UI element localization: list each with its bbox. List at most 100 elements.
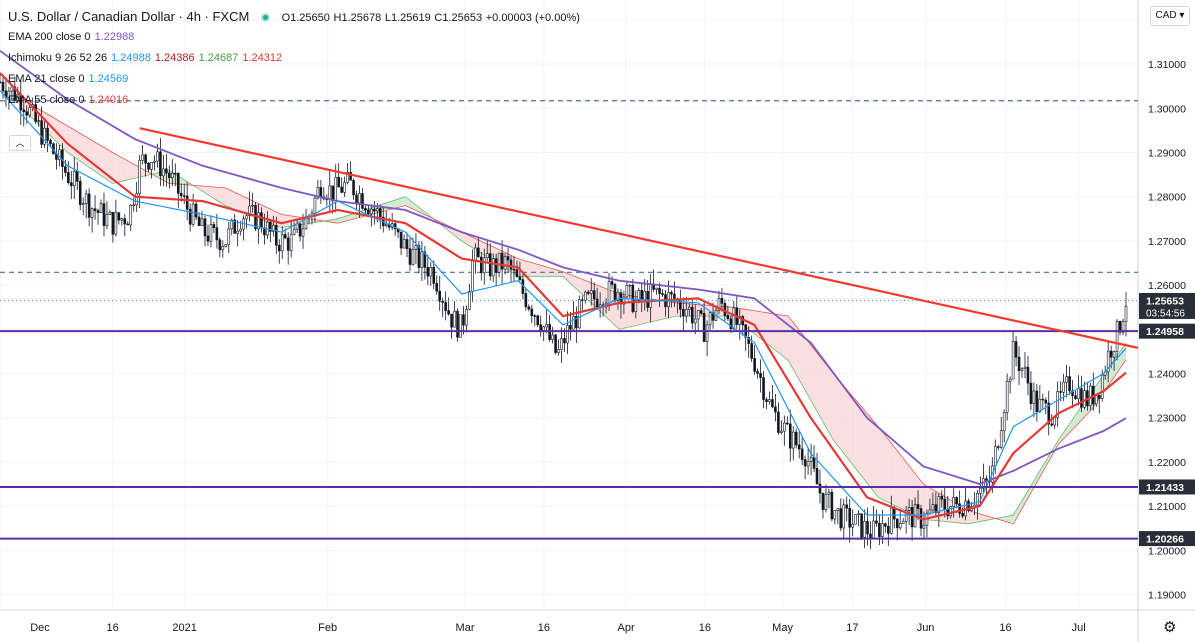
symbol-title[interactable]: U.S. Dollar / Canadian Dollar · 4h · FXC…: [8, 9, 250, 24]
indicator-value: 1.24386: [154, 52, 195, 64]
candle-body: [260, 212, 263, 229]
indicator-legend-row[interactable]: EMA 200 close 0 1.22988: [8, 27, 580, 48]
candle-body: [453, 310, 456, 328]
candle-body: [922, 524, 926, 529]
candle-body: [783, 422, 786, 432]
candle-body: [1047, 402, 1051, 425]
ichimoku-cloud-segment: [392, 199, 398, 209]
candle-body: [800, 448, 804, 460]
currency-dropdown[interactable]: CAD ▾: [1150, 6, 1190, 26]
ichimoku-cloud-segment: [116, 154, 122, 183]
candle-body: [872, 520, 875, 539]
indicator-value: 1.24016: [88, 94, 129, 106]
candle-body: [658, 287, 661, 294]
price-label-text: 1.24958: [1146, 326, 1184, 338]
price-label-box: [1139, 479, 1195, 495]
y-tick-label: 1.31000: [1148, 59, 1186, 71]
candle-body: [25, 111, 29, 116]
ema21-line: [0, 90, 1127, 516]
ichimoku-cloud-segment: [1037, 465, 1044, 481]
ichimoku-cloud-segment: [199, 185, 205, 193]
candle-body: [141, 154, 144, 161]
candle-body: [233, 219, 237, 234]
candle-body: [566, 325, 569, 344]
candle-body: [393, 223, 397, 230]
candle-body: [376, 208, 379, 212]
candle-body: [1008, 378, 1012, 382]
candle-body: [1059, 391, 1062, 393]
candle-body: [1094, 395, 1098, 405]
candle-body: [869, 533, 872, 539]
candle-body: [37, 120, 40, 122]
candle-body: [952, 497, 955, 507]
gear-icon[interactable]: ⚙: [1163, 619, 1177, 636]
ichimoku-cloud-segment: [850, 393, 856, 469]
x-tick-label: 16: [538, 622, 550, 634]
candle-body: [171, 172, 174, 178]
candle-body: [863, 520, 866, 538]
indicator-legend-row[interactable]: Ichimoku 9 26 52 26 1.24988 1.24386 1.24687…: [8, 48, 580, 69]
candle-body: [432, 267, 436, 284]
candle-body: [423, 251, 427, 268]
candle-body: [771, 399, 774, 408]
y-tick-label: 1.30000: [1148, 103, 1186, 115]
candle-body: [887, 525, 890, 534]
ichimoku-cloud-segment: [563, 271, 569, 282]
candle-body: [830, 491, 834, 520]
candle-body: [28, 107, 32, 116]
candle-body: [257, 212, 260, 230]
candle-body: [931, 504, 935, 511]
candle-body: [1017, 356, 1021, 371]
ichimoku-cloud-segment: [844, 386, 851, 462]
candle-body: [46, 127, 49, 141]
candle-body: [812, 456, 816, 469]
ichimoku-cloud-segment: [154, 172, 161, 179]
candle-body: [515, 269, 519, 278]
candle-body: [465, 309, 468, 326]
ichimoku-cloud-segment: [127, 160, 133, 180]
ichimoku-cloud-segment: [541, 265, 547, 277]
candle-body: [581, 299, 584, 301]
candle-body: [373, 208, 376, 212]
candle-body: [34, 104, 37, 122]
x-tick-label: Mar: [456, 622, 475, 634]
ichimoku-cloud-segment: [77, 131, 84, 164]
ichimoku-cloud-segment: [408, 199, 415, 210]
candle-body: [527, 306, 531, 310]
candle-body: [349, 171, 352, 181]
ichimoku-cloud-segment: [215, 187, 222, 203]
candle-body: [1077, 388, 1080, 400]
candle-body: [429, 267, 433, 277]
indicator-legend-row[interactable]: EMA 55 close 0 1.24016: [8, 90, 580, 111]
candle-body: [75, 171, 79, 182]
x-tick-label: 17: [846, 622, 858, 634]
candle-body: [928, 509, 932, 514]
ichimoku-cloud-segment: [530, 262, 536, 277]
candle-body: [756, 371, 759, 374]
indicator-legend-row[interactable]: EMA 21 close 0 1.24569: [8, 69, 580, 90]
candle-body: [797, 444, 801, 450]
candle-body: [878, 522, 881, 538]
ichimoku-cloud-segment: [977, 513, 983, 523]
candle-body: [699, 310, 703, 314]
candle-body: [58, 149, 61, 160]
candle-body: [1112, 351, 1116, 358]
candle-body: [494, 258, 498, 273]
candle-body: [753, 358, 756, 372]
candle-body: [435, 283, 439, 292]
collapse-legend-button[interactable]: ︿: [9, 135, 31, 151]
indicator-value: 1.22988: [94, 31, 135, 43]
candle-body: [780, 430, 783, 433]
price-label-box: [1139, 292, 1195, 319]
candle-body: [81, 203, 85, 205]
candle-body: [839, 508, 843, 529]
x-tick-label: 16: [699, 622, 711, 634]
ichimoku-cloud-segment: [221, 187, 227, 207]
candle-body: [485, 253, 489, 258]
candle-body: [292, 228, 296, 235]
candle-body: [720, 298, 724, 304]
y-tick-label: 1.24000: [1148, 369, 1186, 381]
candle-body: [144, 154, 147, 164]
candle-body: [866, 520, 869, 535]
